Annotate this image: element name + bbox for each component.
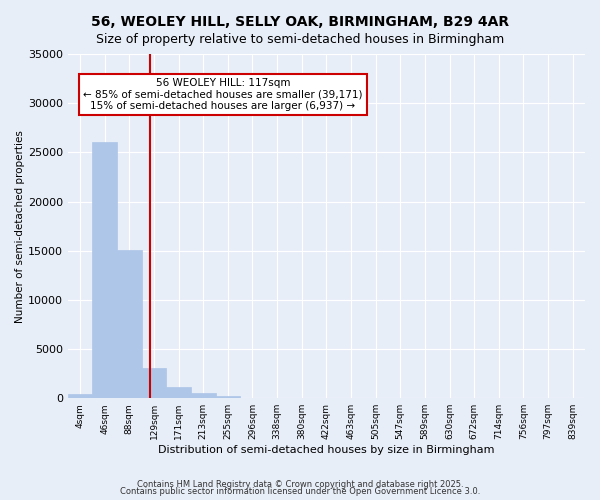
- Bar: [142, 368, 166, 398]
- Bar: [215, 396, 240, 398]
- Bar: [191, 394, 215, 398]
- X-axis label: Distribution of semi-detached houses by size in Birmingham: Distribution of semi-detached houses by …: [158, 445, 494, 455]
- Text: Size of property relative to semi-detached houses in Birmingham: Size of property relative to semi-detach…: [96, 32, 504, 46]
- Text: 56, WEOLEY HILL, SELLY OAK, BIRMINGHAM, B29 4AR: 56, WEOLEY HILL, SELLY OAK, BIRMINGHAM, …: [91, 15, 509, 29]
- Text: Contains public sector information licensed under the Open Government Licence 3.: Contains public sector information licen…: [120, 487, 480, 496]
- Y-axis label: Number of semi-detached properties: Number of semi-detached properties: [15, 130, 25, 322]
- Text: Contains HM Land Registry data © Crown copyright and database right 2025.: Contains HM Land Registry data © Crown c…: [137, 480, 463, 489]
- Bar: [68, 394, 92, 398]
- Bar: [92, 142, 117, 398]
- Text: 56 WEOLEY HILL: 117sqm
← 85% of semi-detached houses are smaller (39,171)
15% of: 56 WEOLEY HILL: 117sqm ← 85% of semi-det…: [83, 78, 362, 112]
- Bar: [166, 388, 191, 398]
- Bar: [117, 250, 142, 398]
